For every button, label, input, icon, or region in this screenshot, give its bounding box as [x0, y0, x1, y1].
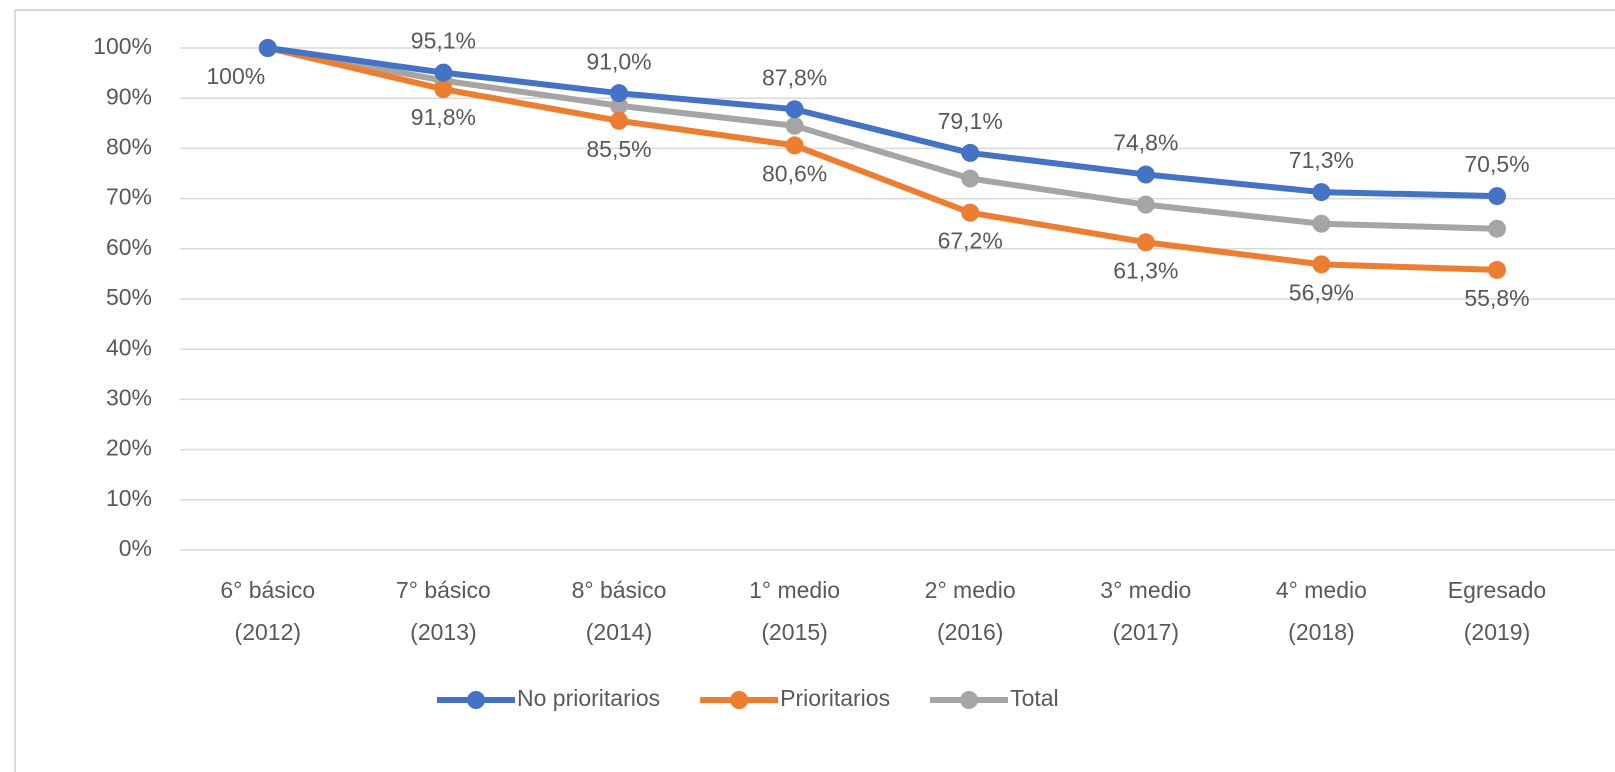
x-tick-label: 3° medio: [1100, 577, 1191, 603]
data-point: [1488, 260, 1506, 279]
data-label: 74,8%: [1113, 130, 1178, 156]
series-line: [267, 45, 1498, 273]
data-label: 56,9%: [1289, 279, 1354, 305]
data-label: 70,5%: [1464, 151, 1529, 177]
data-label: 87,8%: [762, 64, 827, 90]
data-point: [785, 136, 804, 155]
y-tick-label: 20%: [106, 435, 152, 461]
data-point: [258, 39, 277, 57]
data-label: 71,3%: [1289, 147, 1354, 173]
data-label: 61,3%: [1113, 257, 1178, 283]
data-point: [1136, 233, 1155, 252]
y-tick-label: 100%: [93, 33, 152, 59]
y-tick-label: 30%: [106, 384, 152, 410]
x-tick-label: 2° medio: [925, 577, 1016, 603]
data-point: [1312, 214, 1331, 233]
x-tick-label: (2014): [586, 619, 652, 645]
x-tick-label: 4° medio: [1276, 577, 1367, 603]
data-point: [1136, 195, 1155, 214]
y-tick-label: 70%: [106, 184, 152, 210]
legend-marker: [467, 691, 485, 709]
data-point: [434, 63, 453, 82]
y-tick-label: 10%: [106, 485, 152, 511]
x-tick-label: (2019): [1464, 619, 1530, 645]
y-tick-label: 90%: [106, 83, 152, 109]
data-point: [610, 84, 628, 103]
data-label: 67,2%: [938, 228, 1003, 254]
legend-label: Total: [1010, 685, 1059, 711]
data-label: 91,0%: [586, 48, 651, 74]
x-tick-label: 8° básico: [572, 577, 667, 603]
data-label: 79,1%: [938, 108, 1003, 134]
data-point: [785, 116, 804, 135]
legend-marker: [960, 691, 979, 709]
x-tick-label: 7° básico: [396, 577, 491, 603]
data-point: [610, 111, 628, 130]
data-point: [961, 203, 980, 222]
x-tick-label: (2013): [410, 619, 476, 645]
x-tick-label: (2017): [1113, 619, 1179, 645]
data-point: [434, 80, 453, 99]
legend-label: No prioritarios: [517, 685, 660, 711]
data-point: [1136, 165, 1155, 184]
data-point: [1488, 187, 1506, 206]
y-tick-label: 80%: [106, 133, 152, 159]
data-point: [1312, 183, 1331, 202]
data-point: [961, 169, 980, 188]
legend-marker: [730, 691, 749, 709]
data-point: [1312, 255, 1331, 274]
data-label: 85,5%: [586, 136, 651, 162]
y-tick-label: 0%: [119, 535, 152, 561]
data-point: [1488, 219, 1506, 238]
data-point: [610, 96, 628, 115]
x-tick-label: Egresado: [1448, 577, 1546, 603]
y-tick-label: 50%: [106, 284, 152, 310]
x-tick-label: 6° básico: [220, 577, 315, 603]
series-line: [267, 45, 1498, 232]
data-point: [961, 143, 980, 162]
data-label: 95,1%: [411, 28, 476, 54]
data-point: [785, 100, 804, 119]
data-label: 80,6%: [762, 160, 827, 186]
x-tick-label: 1° medio: [749, 577, 840, 603]
x-tick-label: (2012): [235, 619, 301, 645]
series-line: [267, 45, 1498, 200]
data-label: 55,8%: [1464, 285, 1529, 311]
x-tick-label: (2018): [1288, 619, 1354, 645]
data-label: 100%: [206, 63, 265, 89]
y-tick-label: 40%: [106, 334, 152, 360]
y-tick-label: 60%: [106, 234, 152, 260]
legend-label: Prioritarios: [780, 685, 890, 711]
x-tick-label: (2015): [761, 619, 827, 645]
data-label: 91,8%: [411, 104, 476, 130]
x-tick-label: (2016): [937, 619, 1003, 645]
chart-border: [14, 9, 1615, 772]
